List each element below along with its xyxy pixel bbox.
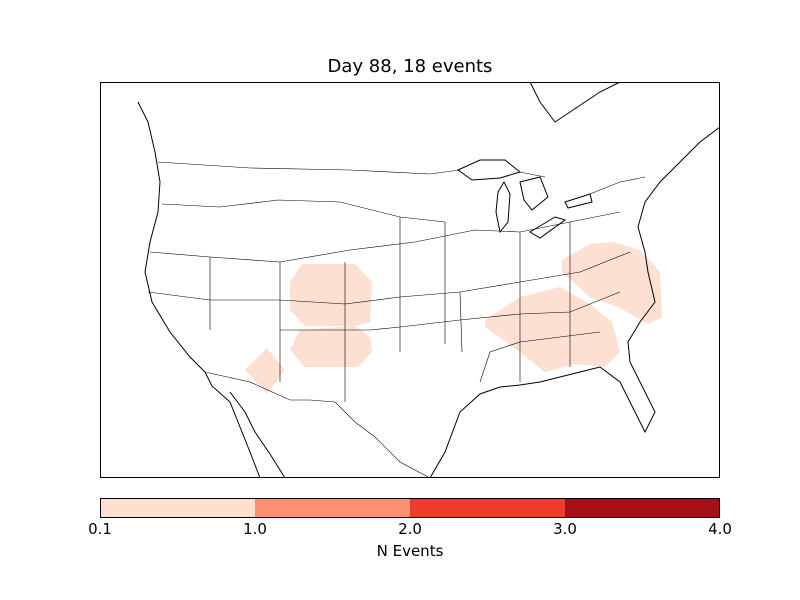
state-lines bbox=[147, 199, 631, 402]
colorbar-bin bbox=[100, 498, 255, 518]
event-area-southeast-us bbox=[485, 287, 620, 372]
lake-ontario bbox=[564, 193, 593, 209]
colorbar-frame bbox=[100, 498, 720, 518]
lake-michigan bbox=[495, 180, 511, 234]
colorbar-tick-label: 2.0 bbox=[398, 520, 422, 538]
colorbar bbox=[100, 498, 720, 518]
map-title: Day 88, 18 events bbox=[327, 56, 493, 77]
lake-erie bbox=[529, 216, 567, 239]
atlantic-coastline bbox=[627, 126, 720, 363]
event-area-new-mexico-oklahoma bbox=[290, 326, 372, 367]
us-mexico-border bbox=[204, 371, 431, 478]
canada-us-border bbox=[157, 161, 646, 195]
lake-huron bbox=[519, 176, 549, 211]
colorbar-bin bbox=[565, 498, 720, 518]
colorbar-tick-label: 4.0 bbox=[708, 520, 732, 538]
event-area-arizona bbox=[245, 348, 285, 394]
colorbar-tick-label: 3.0 bbox=[553, 520, 577, 538]
colorbar-tick-label: 0.1 bbox=[88, 520, 112, 538]
event-map bbox=[100, 82, 720, 478]
map-frame bbox=[100, 82, 720, 478]
colorbar-bin bbox=[410, 498, 565, 518]
colorbar-tick-label: 1.0 bbox=[243, 520, 267, 538]
northern-coastline bbox=[529, 82, 621, 123]
baja-coastline bbox=[229, 391, 286, 478]
event-area-colorado-kansas bbox=[290, 264, 372, 326]
pacific-coastline bbox=[137, 101, 261, 478]
colorbar-label: N Events bbox=[376, 542, 444, 560]
event-area-virginia-carolinas bbox=[562, 242, 662, 324]
gulf-coastline bbox=[429, 361, 656, 478]
lake-superior bbox=[457, 159, 522, 181]
colorbar-bin bbox=[255, 498, 410, 518]
